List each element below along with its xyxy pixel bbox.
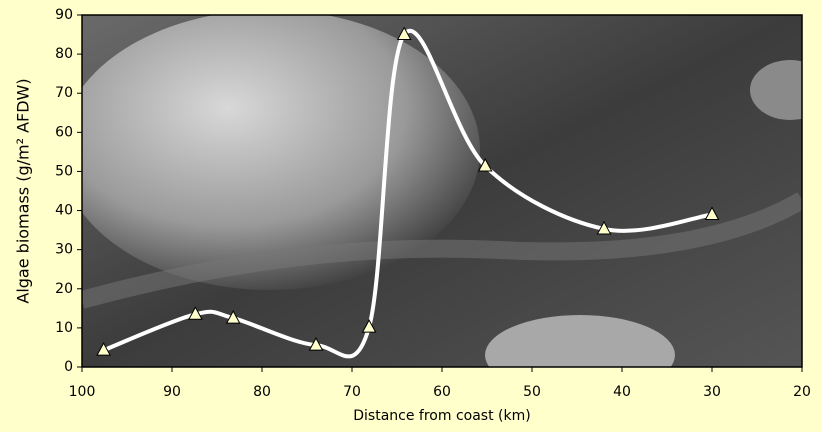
y-tick-label: 30 xyxy=(55,242,73,258)
x-tick-label: 70 xyxy=(343,384,361,400)
y-tick-label: 80 xyxy=(55,46,73,62)
x-tick-label: 40 xyxy=(613,384,631,400)
y-tick-label: 10 xyxy=(55,320,73,336)
y-tick-label: 40 xyxy=(55,203,73,219)
chart: Distance from coast (km) Algae biomass (… xyxy=(0,0,821,432)
x-tick-label: 80 xyxy=(253,384,271,400)
x-tick-label: 30 xyxy=(703,384,721,400)
photo-background xyxy=(60,10,821,395)
y-tick-label: 90 xyxy=(55,7,73,23)
y-tick-label: 60 xyxy=(55,124,73,140)
y-axis-label: Algae biomass (g/m² AFDW) xyxy=(14,78,33,303)
x-tick-label: 100 xyxy=(69,384,96,400)
y-tick-label: 0 xyxy=(64,359,73,375)
x-tick-label: 90 xyxy=(163,384,181,400)
y-tick-label: 70 xyxy=(55,85,73,101)
y-tick-label: 50 xyxy=(55,163,73,179)
x-tick-label: 20 xyxy=(793,384,811,400)
x-axis-label: Distance from coast (km) xyxy=(353,408,530,424)
x-tick-label: 60 xyxy=(433,384,451,400)
page: Distance from coast (km) Algae biomass (… xyxy=(0,0,821,432)
x-tick-label: 50 xyxy=(523,384,541,400)
y-tick-label: 20 xyxy=(55,281,73,297)
